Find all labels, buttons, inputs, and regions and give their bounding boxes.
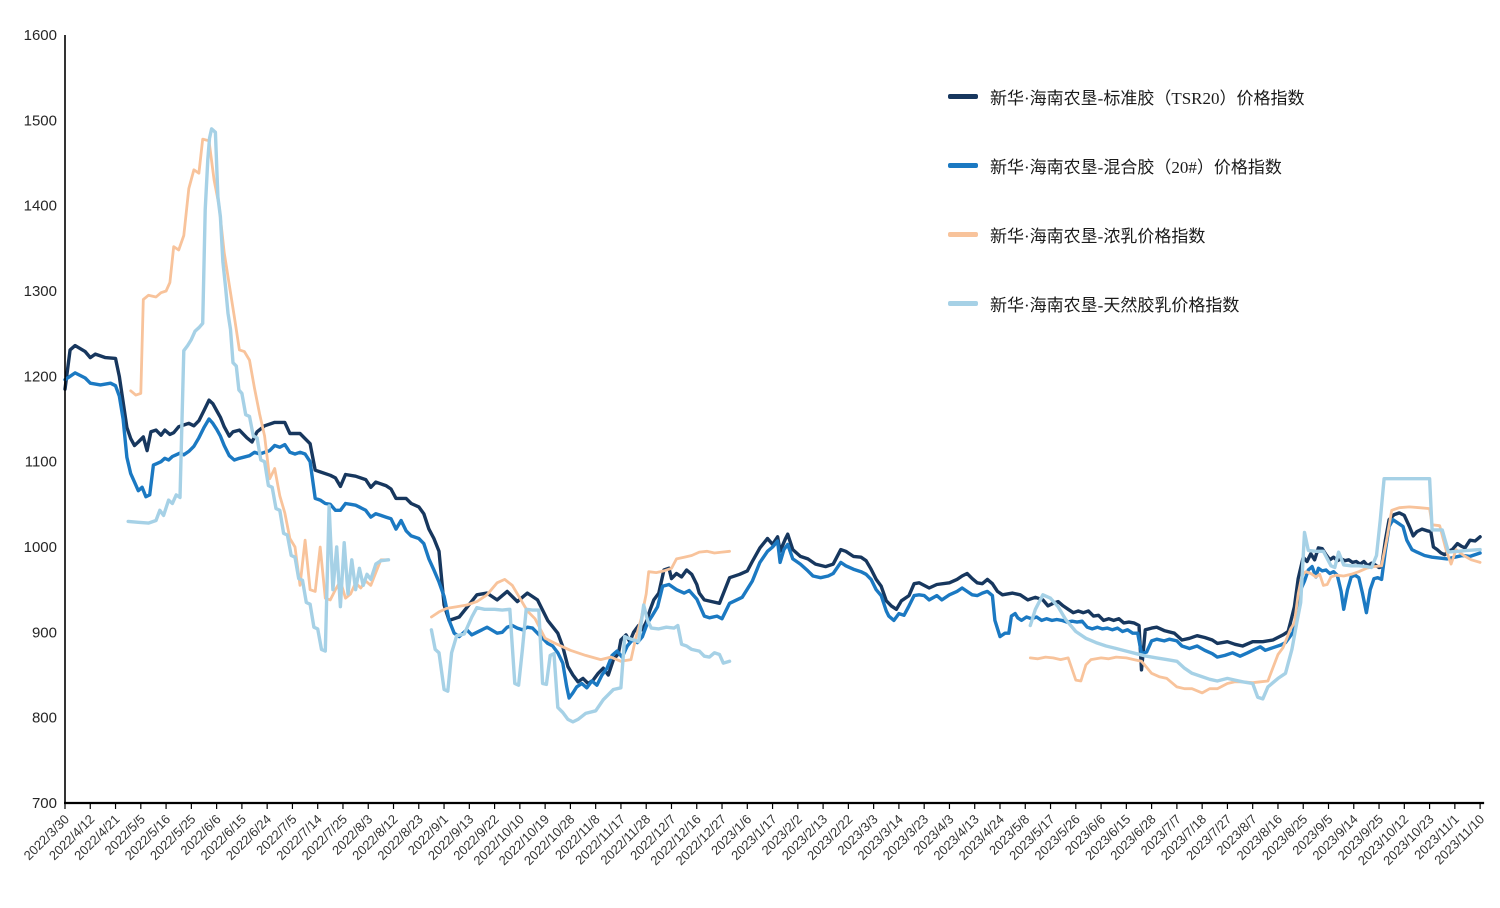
y-axis-tick-label: 900 — [32, 624, 57, 641]
series-line-mixed-rubber — [63, 371, 1482, 700]
tsr20-line-swatch — [948, 94, 978, 99]
y-axis-tick-label: 700 — [32, 795, 57, 812]
chart-legend: 新华·海南农垦-标准胶（TSR20）价格指数 新华·海南农垦-混合胶（20#）价… — [948, 62, 1305, 338]
legend-label-natural-latex: 新华·海南农垦-天然胶乳价格指数 — [990, 296, 1240, 315]
y-axis-tick-label: 1300 — [24, 283, 57, 300]
series-line-concentrated-latex — [430, 549, 731, 663]
legend-label-concentrated-latex: 新华·海南农垦-浓乳价格指数 — [990, 227, 1206, 246]
series-line-tsr20 — [63, 343, 1482, 686]
legend-label-tsr20: 新华·海南农垦-标准胶（TSR20）价格指数 — [990, 89, 1305, 108]
legend-item-natural-latex: 新华·海南农垦-天然胶乳价格指数 — [948, 269, 1305, 338]
y-axis-tick-label: 1100 — [25, 454, 57, 471]
series-line-concentrated-latex — [129, 137, 390, 602]
series-line-natural-latex — [1028, 477, 1482, 701]
y-axis-tick-label: 1200 — [24, 368, 57, 385]
series-line-concentrated-latex — [1028, 505, 1482, 695]
natural-latex-line-swatch — [948, 301, 978, 306]
y-axis-tick-label: 1000 — [24, 539, 57, 556]
legend-item-tsr20: 新华·海南农垦-标准胶（TSR20）价格指数 — [948, 62, 1305, 131]
series-line-natural-latex — [429, 603, 732, 724]
y-axis-tick-label: 800 — [32, 710, 57, 727]
y-axis-tick-label: 1600 — [24, 27, 57, 44]
y-axis-tick-label: 1400 — [24, 198, 57, 215]
legend-item-mixed-rubber: 新华·海南农垦-混合胶（20#）价格指数 — [948, 131, 1305, 200]
mixed-rubber-line-swatch — [948, 163, 978, 168]
legend-item-concentrated-latex: 新华·海南农垦-浓乳价格指数 — [948, 200, 1305, 269]
legend-label-mixed-rubber: 新华·海南农垦-混合胶（20#）价格指数 — [990, 158, 1282, 177]
y-axis-tick-label: 1500 — [24, 112, 57, 129]
concentrated-latex-line-swatch — [948, 232, 978, 237]
series-line-natural-latex — [126, 127, 391, 653]
